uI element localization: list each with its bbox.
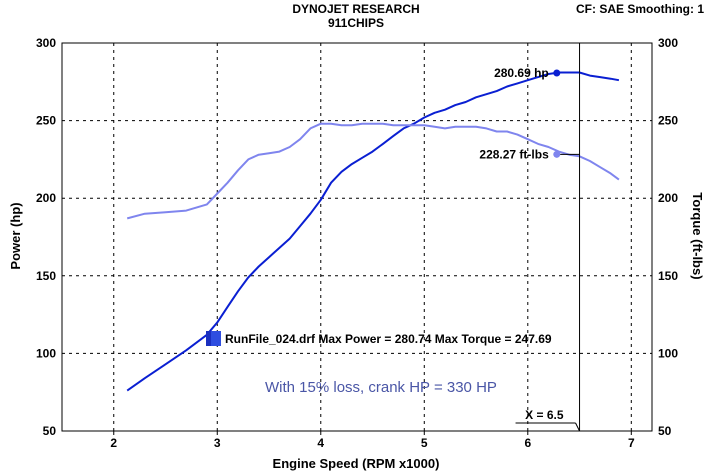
x-tick-label: 5: [421, 436, 428, 450]
x-tick-label: 2: [110, 436, 117, 450]
y2-tick-label: 300: [658, 36, 678, 50]
chart-title: DYNOJET RESEARCH: [292, 2, 419, 16]
y-axis-label: Power (hp): [8, 202, 23, 269]
legend-text: RunFile_024.drf Max Power = 280.74 Max T…: [225, 332, 552, 346]
cursor-group: [515, 43, 581, 432]
torque-cursor-marker: [553, 150, 561, 158]
y2-tick-label: 150: [658, 269, 678, 283]
y2-axis-label: Torque (ft-lbs): [690, 192, 705, 279]
power-peak-marker: [553, 69, 561, 77]
cursor-readout-pointer: [575, 422, 580, 432]
torque-cursor-label: 228.27 ft-lbs: [479, 147, 549, 161]
x-tick-label: 6: [524, 436, 531, 450]
loss-note: With 15% loss, crank HP = 330 HP: [265, 379, 497, 396]
y-tick-label: 200: [36, 191, 56, 205]
y2-tick-label: 250: [658, 114, 678, 128]
x-axis-label: Engine Speed (RPM x1000): [273, 456, 440, 471]
power-line: [126, 71, 620, 392]
y-tick-label: 300: [36, 36, 56, 50]
x-tick-label: 3: [214, 436, 221, 450]
plot-area: [61, 42, 653, 432]
x-tick-label: 4: [317, 436, 324, 450]
cursor-readout: X = 6.5: [525, 408, 564, 422]
y-tick-label: 100: [36, 346, 56, 360]
axis-ticks: 2 3 4 5 6 7 50 100 150 200 250 300 50 100 150 200 250 300: [36, 36, 678, 450]
y2-tick-label: 50: [658, 424, 672, 438]
series-lines: [126, 71, 620, 392]
y-tick-label: 150: [36, 269, 56, 283]
y-tick-label: 250: [36, 114, 56, 128]
y2-tick-label: 200: [658, 191, 678, 205]
y-tick-label: 50: [43, 424, 57, 438]
x-tick-label: 7: [628, 436, 635, 450]
power-peak-label: 280.69 hp: [494, 66, 549, 80]
correction-settings: CF: SAE Smoothing: 1: [576, 2, 704, 16]
chart-subtitle: 911CHIPS: [328, 16, 384, 30]
grid: [62, 43, 652, 431]
y2-tick-label: 100: [658, 346, 678, 360]
torque-line: [126, 122, 620, 220]
legend-swatch-shade: [206, 331, 211, 346]
